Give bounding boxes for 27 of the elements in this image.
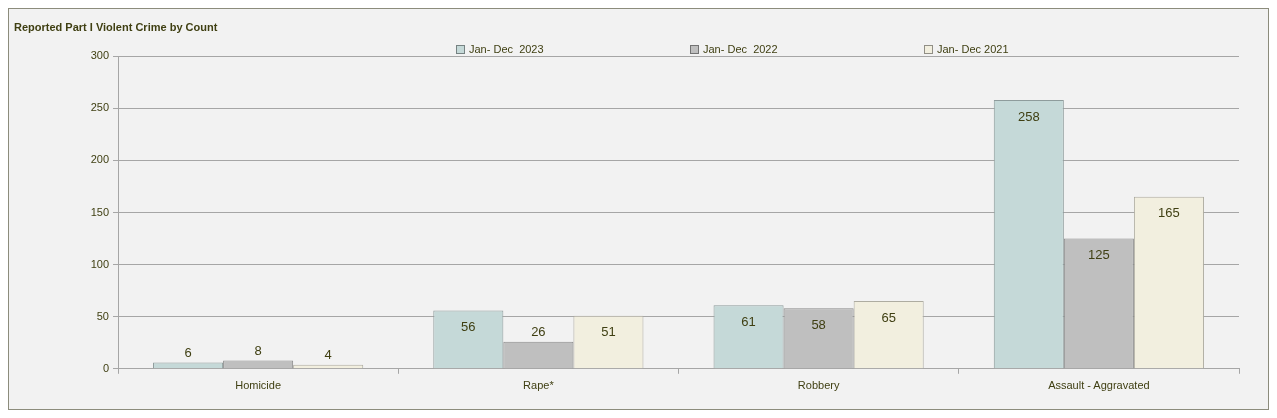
data-label: 258 (1017, 108, 1040, 124)
x-tick-label: Rape* (523, 379, 555, 392)
data-label: 4 (324, 347, 332, 363)
data-label: 8 (254, 343, 262, 359)
x-tick-label: Assault - Aggravated (1048, 379, 1150, 392)
y-tick-label: 0 (102, 361, 109, 374)
x-tick-label: Homicide (235, 379, 282, 392)
y-tick-label: 50 (96, 309, 109, 322)
data-label: 26 (531, 324, 546, 340)
data-label: 58 (811, 316, 826, 332)
y-tick-label: 150 (90, 205, 109, 218)
x-tick-label: Robbery (797, 379, 840, 392)
y-tick-label: 100 (90, 257, 109, 270)
legend-label: Jan- Dec 2023 (469, 43, 544, 55)
data-label: 165 (1158, 205, 1180, 221)
chart-title: Reported Part I Violent Crime by Count (14, 20, 218, 33)
data-label: 56 (461, 319, 476, 335)
y-tick-label: 250 (90, 101, 109, 114)
data-label: 6 (184, 345, 192, 361)
y-tick-label: 200 (90, 153, 109, 166)
y-tick-label: 300 (90, 49, 109, 62)
legend-label: Jan- Dec 2022 (703, 43, 778, 55)
legend-label: Jan- Dec 2021 (937, 43, 1009, 55)
data-label: 61 (741, 313, 756, 329)
data-label: 51 (601, 324, 616, 340)
data-label: 125 (1088, 247, 1110, 263)
data-label: 65 (881, 309, 896, 325)
